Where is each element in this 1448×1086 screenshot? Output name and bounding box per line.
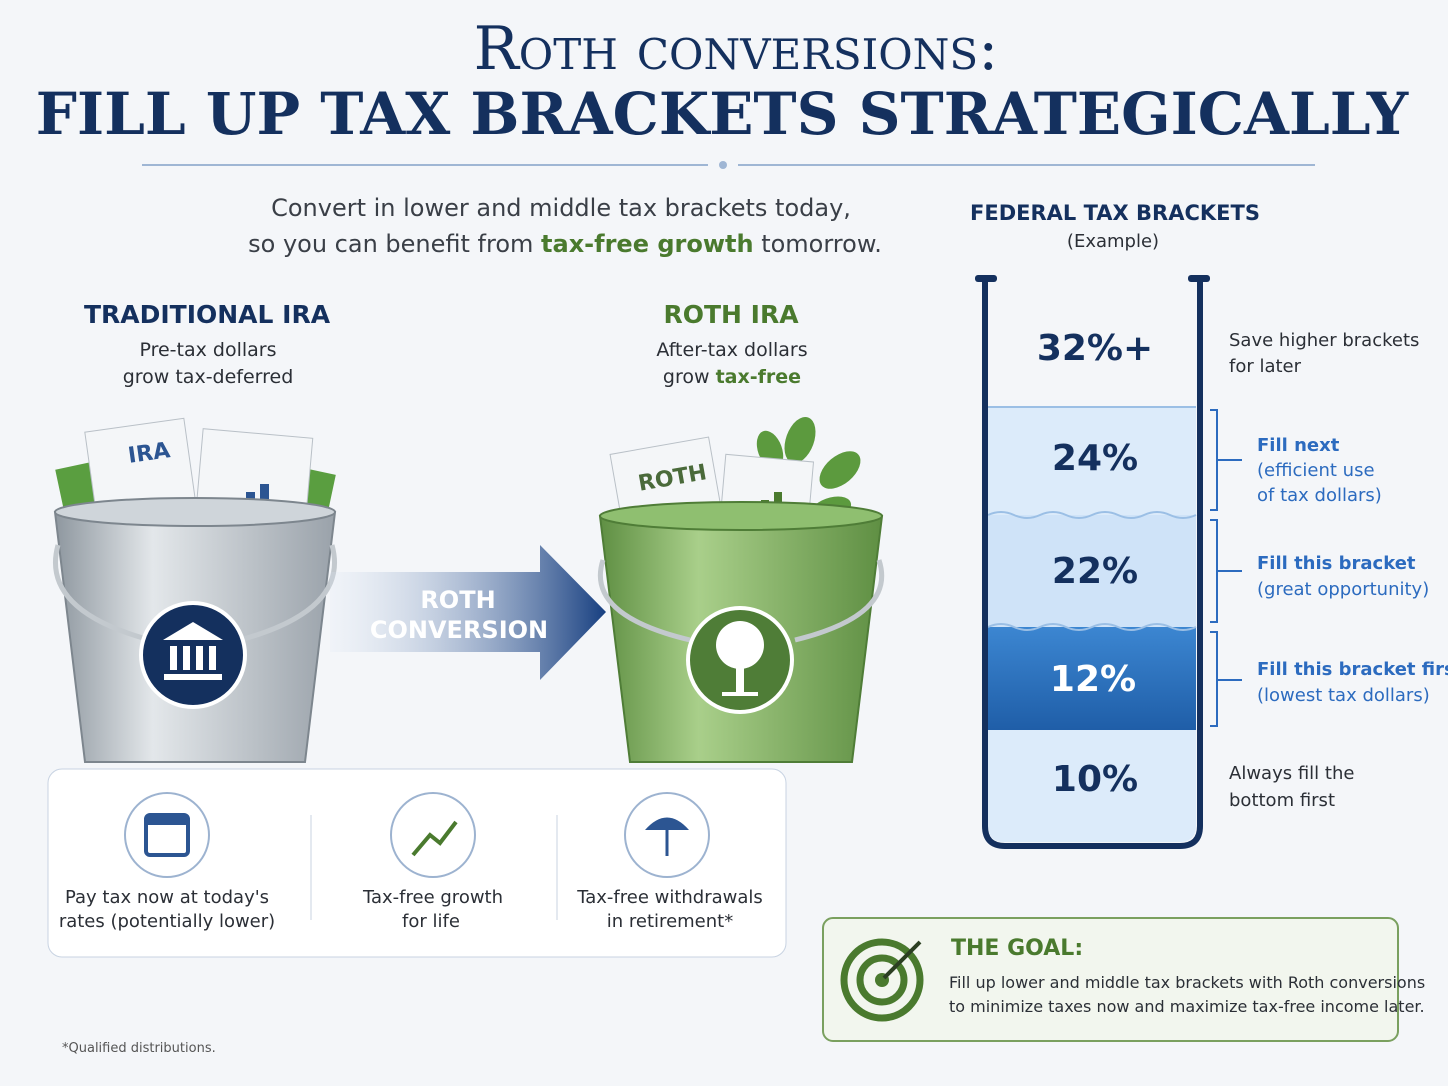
text: tomorrow. [753, 230, 882, 258]
brackets-title: FEDERAL TAX BRACKETS [970, 201, 1260, 225]
benefit-line: Tax-free withdrawals [577, 887, 763, 908]
arrow-line2: CONVERSION [369, 616, 549, 644]
trad-line2: grow tax-deferred [122, 366, 294, 388]
trad-title: TRADITIONAL IRA [83, 300, 331, 329]
rate: 24% [1051, 438, 1139, 479]
footnote: *Qualified distributions. [62, 1041, 216, 1056]
rate: 32%+ [1036, 328, 1154, 369]
benefit-line: Tax-free growth [362, 887, 504, 908]
intro-line2: so you can benefit from tax-free growth … [248, 230, 882, 258]
goal-title: THE GOAL: [951, 936, 1084, 961]
note: Always fill the [1229, 763, 1355, 784]
note: (great opportunity) [1257, 579, 1430, 600]
note: (efficient use [1257, 460, 1375, 481]
brackets-subtitle: (Example) [1066, 231, 1160, 252]
arrow-line1: ROTH [420, 586, 496, 614]
goal-line: Fill up lower and middle tax brackets wi… [949, 973, 1426, 992]
note: Save higher brackets [1229, 330, 1420, 351]
benefit-line: rates (potentially lower) [58, 911, 276, 932]
highlight: tax-free growth [541, 230, 754, 258]
rate: 10% [1051, 759, 1139, 800]
divider [142, 161, 1315, 169]
title-line1: Roth conversions: [473, 14, 999, 84]
roth-line1: After-tax dollars [656, 339, 808, 361]
title-line2: FILL UP TAX BRACKETS STRATEGICALLY [35, 80, 1409, 148]
text: grow [662, 366, 716, 388]
roth-line2: grow tax-free [663, 366, 801, 388]
note: bottom first [1229, 790, 1335, 811]
rate: 12% [1049, 659, 1137, 700]
traditional-bucket [52, 417, 338, 763]
goal-box [822, 917, 1399, 1042]
conversion-arrow [330, 545, 606, 680]
text: so you can benefit from [248, 230, 542, 258]
note: for later [1229, 356, 1302, 377]
benefit-line: in retirement* [606, 911, 734, 932]
note-title: Fill this bracket first [1257, 659, 1448, 680]
goal-line: to minimize taxes now and maximize tax-f… [949, 997, 1425, 1016]
roth-title: ROTH IRA [663, 300, 799, 329]
roth-bucket [597, 416, 885, 763]
benefit-line: for life [402, 911, 460, 932]
trad-line1: Pre-tax dollars [139, 339, 277, 361]
highlight: tax-free [715, 366, 802, 388]
note: of tax dollars) [1257, 485, 1382, 506]
note-title: Fill next [1257, 435, 1340, 456]
note: (lowest tax dollars) [1257, 685, 1430, 706]
intro-line1: Convert in lower and middle tax brackets… [271, 194, 851, 222]
tax-tank [975, 275, 1242, 849]
benefit-line: Pay tax now at today's [64, 887, 270, 908]
note-title: Fill this bracket [1257, 553, 1416, 574]
rate: 22% [1051, 551, 1139, 592]
